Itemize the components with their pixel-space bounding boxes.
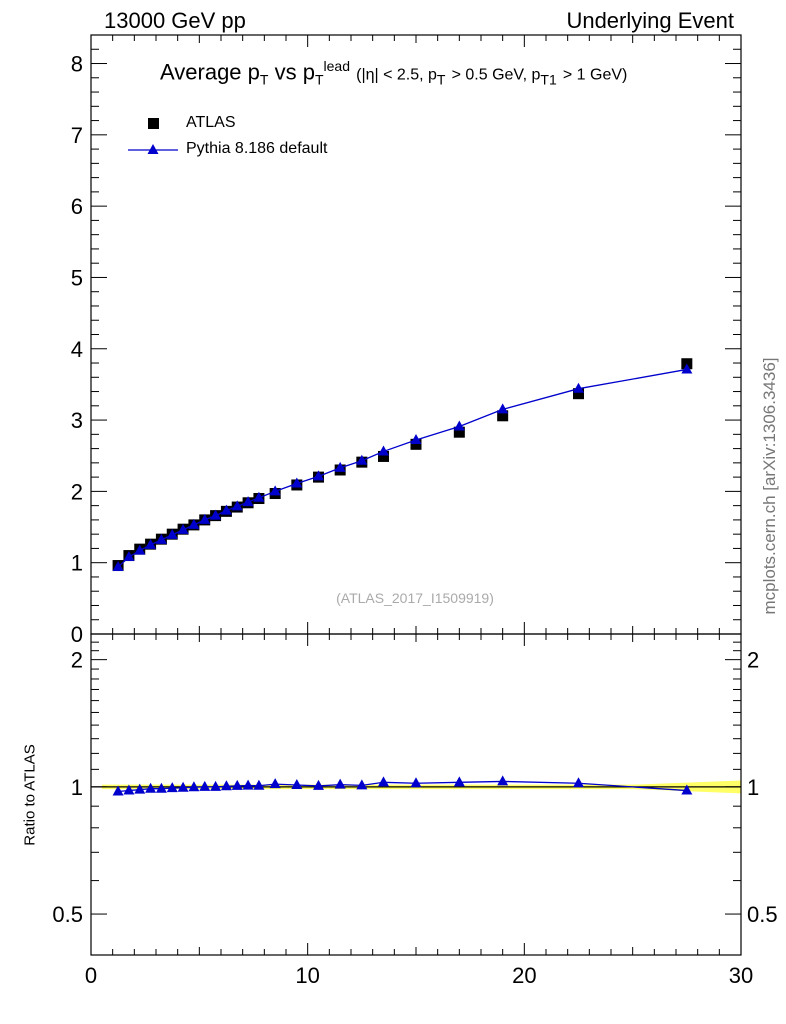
ratio-y-tick-label-right: 2 [747,648,759,673]
x-tick-label: 30 [729,963,753,988]
ratio-pythia-point [155,782,167,793]
ratio-pythia-point [210,780,222,791]
pythia-point [112,560,124,571]
pythia-point [378,445,389,456]
pythia-line [117,368,687,568]
ratio-y-tick-label: 0.5 [52,902,83,927]
ratio-pythia-point [145,782,157,793]
x-tick-label: 20 [512,963,536,988]
pythia-point [145,538,157,549]
header-right-label: Underlying Event [566,8,734,33]
title-cond-mid: > 0.5 GeV, p [451,66,541,84]
ratio-pythia-point [681,784,693,795]
ratio-pythia-point [177,781,189,792]
ratio-y-tick-label-right: 1 [747,775,759,800]
pythia-point [177,523,189,534]
ratio-pythia-point [313,779,324,790]
pythia-point [166,528,178,539]
ratio-pythia-point [231,779,243,790]
ratio-y-tick-label: 1 [71,775,83,800]
ratio-y-tick-label: 2 [71,648,83,673]
pythia-point [573,382,584,393]
atlas-point [410,438,422,450]
ratio-pythia-point [242,779,254,790]
pythia-point [313,470,324,481]
title-sub-t2: T [314,71,324,88]
pythia-point [291,477,303,488]
ratio-pythia-point [573,777,584,788]
main-y-tick-label: 7 [71,123,83,148]
ratio-pythia-point [220,780,232,791]
header-left-label: 13000 GeV pp [104,8,246,33]
main-y-tick-label: 1 [71,551,83,576]
pythia-point [134,544,146,555]
legend-label-pythia: Pythia 8.186 default [186,140,328,157]
legend-pythia-marker [147,144,159,154]
x-tick-label: 0 [85,963,97,988]
ratio-pythia-point [378,776,389,787]
title-sub-t: T [259,71,269,88]
pythia-point [188,518,200,529]
legend-label-atlas: ATLAS [186,114,236,131]
atlas-point [378,450,389,462]
side-credit-label: mcplots.cern.ch [arXiv:1306.3436] [760,357,779,615]
ratio-plot-frame [90,633,742,956]
pythia-point [123,550,135,561]
pythia-point [410,434,422,445]
ratio-pythia-point [269,778,281,789]
pythia-point [681,363,693,374]
pythia-point [242,496,254,507]
ratio-pythia-point [199,780,211,791]
ratio-pythia-point [112,785,124,796]
ratio-pythia-point [134,783,146,794]
ratio-pythia-point [334,778,346,789]
atlas-point [453,426,465,438]
pythia-point [253,491,265,502]
ratio-y-axis-label: Ratio to ATLAS [21,744,39,846]
analysis-watermark: (ATLAS_2017_I1509919) [336,590,494,606]
title-cond-close: > 1 GeV) [562,66,628,84]
title-cond-open: (|η| < 2.5, p [356,66,437,84]
ratio-pythia-point [453,776,465,787]
main-y-tick-label: 5 [71,265,83,290]
title-average: Average p [160,59,260,85]
main-y-tick-label: 2 [71,479,83,504]
ratio-pythia-point [253,779,265,790]
main-y-tick-label: 0 [71,622,83,647]
x-tick-label: 10 [295,963,319,988]
pythia-point [497,403,509,414]
ratio-pythia-point [356,779,368,790]
main-y-tick-label: 8 [71,52,83,77]
pythia-point [220,504,232,515]
ratio-pythia-point [166,782,178,793]
atlas-point [573,388,584,400]
main-y-tick-label: 3 [71,408,83,433]
title-sub-t3: T [436,71,446,88]
chart-title: Average pT vs pTlead (|η| < 2.5, pT > 0.… [160,58,627,88]
pythia-point [356,454,368,465]
pythia-point [334,461,346,472]
title-vs: vs p [274,59,315,85]
pythia-point [453,420,465,431]
ratio-pythia-point [497,775,509,786]
pythia-point [231,500,243,511]
ratio-pythia-point [410,777,422,788]
main-y-tick-label: 6 [71,194,83,219]
legend-atlas-marker [148,118,159,129]
ratio-pythia-point [123,784,135,795]
pythia-point [269,485,281,496]
title-sup-lead: lead [323,58,350,74]
atlas-point [497,410,509,422]
main-y-tick-label: 4 [71,337,83,362]
title-sub-t1: T1 [540,71,557,88]
ratio-pythia-point [291,779,303,790]
ratio-pythia-point [188,781,200,792]
pythia-point [210,509,222,520]
ratio-y-tick-label-right: 0.5 [747,902,778,927]
pythia-point [199,513,211,524]
pythia-point [155,533,167,544]
